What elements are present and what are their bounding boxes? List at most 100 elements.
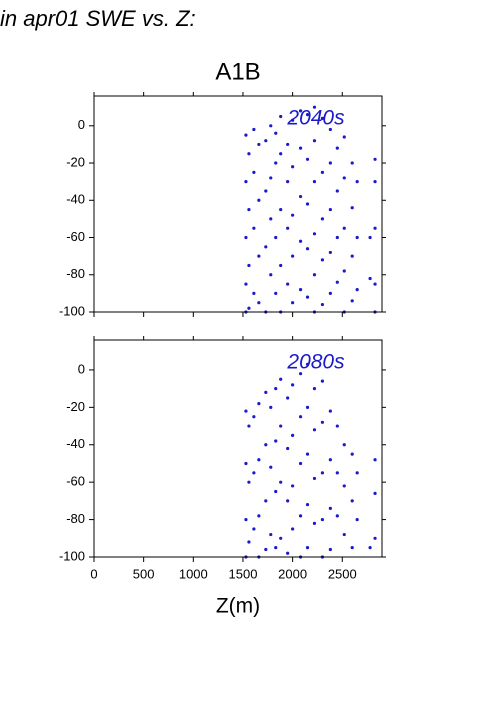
point [342,443,346,447]
point [247,540,251,544]
point [279,263,283,268]
point [298,372,303,376]
y-tick-label: -80 [66,511,85,526]
point [355,471,359,475]
point [335,471,339,475]
point [328,409,332,413]
point [247,263,251,268]
point [264,139,268,143]
point [305,546,310,550]
point [350,452,354,456]
plot-frame [93,339,383,558]
point [269,465,273,469]
point [264,245,268,249]
point [328,458,332,462]
point [252,127,256,132]
point [373,282,377,286]
point [312,273,317,277]
point [335,514,339,518]
point [274,489,278,494]
point [312,387,317,391]
point [269,273,273,277]
point [291,383,295,387]
x-tick-label: 1000 [179,566,208,581]
point [320,379,325,383]
y-tick-label: 0 [78,361,85,376]
point [244,180,248,184]
point [373,536,377,540]
point [274,131,278,135]
point [291,433,295,438]
point [257,301,261,305]
point [298,288,303,292]
panel-label: 2080s [286,351,345,374]
point [373,458,377,462]
point [342,532,346,537]
point [312,232,317,236]
point [342,226,346,230]
y-tick-label: -60 [66,474,85,489]
point [312,180,317,184]
point [320,116,325,120]
point [320,170,325,174]
point [368,276,372,281]
x-tick-label: 500 [133,566,155,581]
point [269,217,273,221]
y-tick-label: -20 [66,399,85,414]
point [264,390,268,394]
point [320,217,325,221]
point [279,152,283,156]
point [355,180,359,184]
point [279,536,283,540]
point [335,189,339,193]
x-tick-label: 1500 [229,566,258,581]
point [274,161,278,165]
point [298,461,303,466]
point [342,269,346,273]
plot-frame [93,95,383,313]
point [350,299,354,303]
x-tick-label: 2500 [328,566,357,581]
point [298,146,303,150]
point [264,189,268,193]
point [298,239,303,243]
point [286,396,290,400]
point [355,517,359,522]
y-tick-label: -100 [59,548,85,563]
point [328,291,332,295]
point [252,291,256,295]
point [305,157,310,161]
point [291,254,295,258]
point [279,114,283,119]
point [264,443,268,447]
point [274,439,278,443]
point [312,476,317,481]
point [305,452,310,456]
point [328,506,332,510]
x-tick-label: 0 [90,566,97,581]
point [335,235,339,240]
point [305,247,310,251]
point [269,532,273,537]
point [269,405,273,409]
page-title: in apr01 SWE vs. Z: [0,6,196,31]
point [298,415,303,419]
point [274,546,278,550]
point [279,377,283,381]
point [350,499,354,503]
point [274,291,278,295]
point [368,235,372,240]
point [328,250,332,255]
panel-label: 2040s [286,107,345,130]
point [328,207,332,212]
point [286,282,290,286]
point [257,254,261,258]
point [335,424,339,428]
point [244,517,248,522]
point [298,194,303,199]
point [257,514,261,518]
point [298,109,303,113]
point [305,503,310,507]
point [298,514,303,518]
